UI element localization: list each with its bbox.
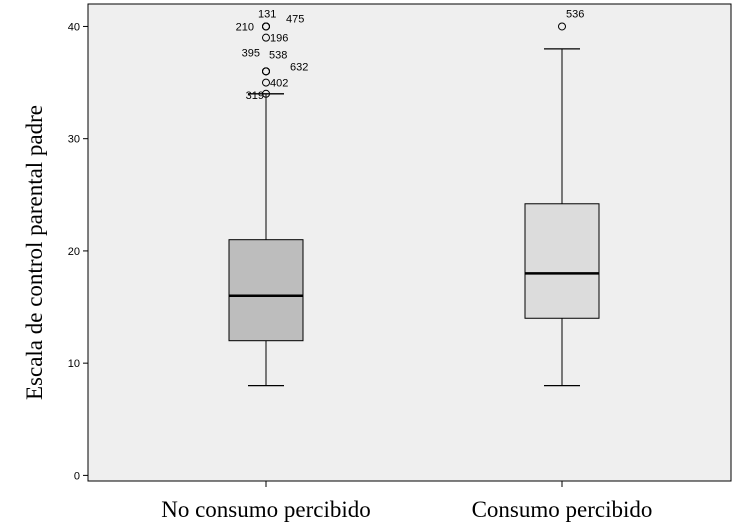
outlier-label: 632 [290,61,308,73]
y-tick-label: 40 [68,21,80,33]
outlier-label: 196 [270,33,288,45]
y-tick-label: 30 [68,134,80,146]
outlier-point [262,89,270,98]
outlier-label: 475 [286,13,304,25]
outlier-label: 402 [270,78,288,90]
outlier-point [558,22,566,31]
y-tick-label: 20 [68,246,80,258]
outlier-label: 536 [566,8,584,20]
outlier-label: 319 [246,90,264,102]
outlier-point [262,67,270,76]
x-category-label: No consumo percibido [161,497,371,522]
outlier-point [262,78,270,87]
outlier-point [262,22,270,31]
y-axis-title: Escala de control parental padre [22,105,47,400]
outlier-label: 131 [258,8,276,20]
x-category-label: Consumo percibido [472,497,653,522]
y-axis: 0 10 20 30 40 [68,21,88,482]
iqr-box [524,203,600,319]
iqr-box [228,239,304,342]
x-axis: No consumo percibido Consumo percibido [161,481,652,522]
plot-area [87,3,732,482]
outlier-label: 538 [269,49,287,61]
outlier-label: 210 [236,21,254,33]
y-tick-label: 10 [68,358,80,370]
y-tick-label: 0 [74,470,80,482]
outlier-label: 395 [242,47,260,59]
outlier-point [262,33,270,42]
box-2: 536 [524,8,600,387]
